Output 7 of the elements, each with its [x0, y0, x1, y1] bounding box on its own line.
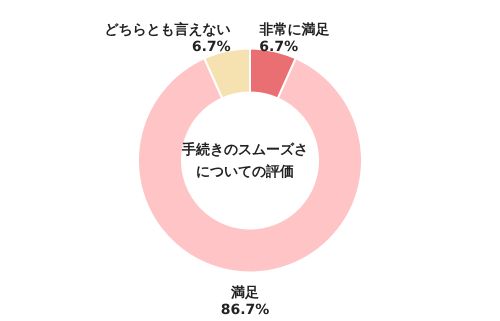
- data-label: 6.7%: [192, 38, 231, 55]
- slice-label: 非常に満足: [258, 22, 330, 38]
- data-label: 6.7%: [259, 38, 298, 55]
- data-label: 86.7%: [220, 302, 270, 318]
- text: 手続きのスムーズさについての評価: [181, 141, 308, 180]
- slice-label: どちらとも言えない: [104, 20, 231, 38]
- slice-label: 満足: [230, 285, 259, 301]
